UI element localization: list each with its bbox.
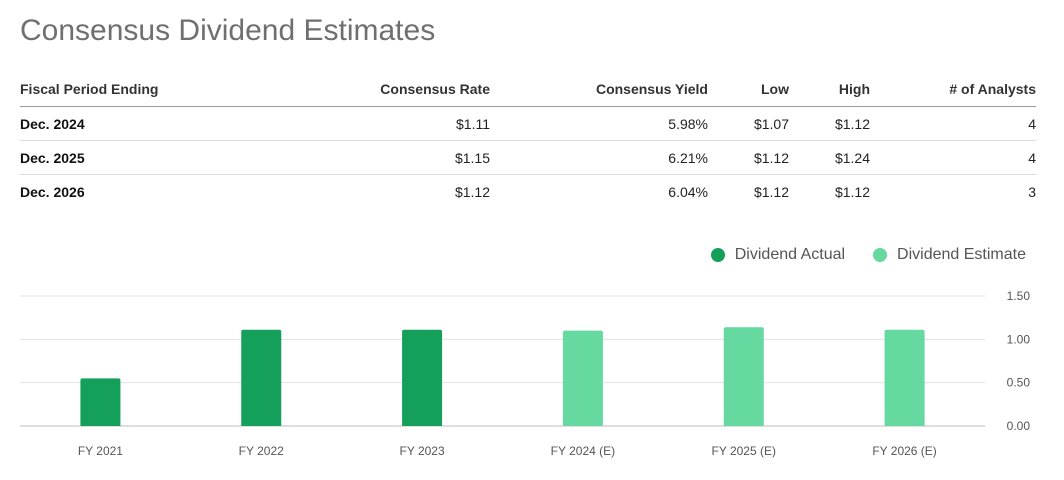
y-tick-label: 1.50 (1007, 289, 1031, 303)
x-tick-label: FY 2021 (78, 444, 123, 458)
x-tick-label: FY 2026 (E) (872, 444, 936, 458)
bar-fy-2024-e (562, 330, 603, 426)
cell-yield: 6.21% (490, 140, 708, 175)
header-consensus-yield[interactable]: Consensus Yield (490, 72, 708, 107)
y-tick-label: 0.50 (1007, 376, 1031, 390)
cell-period: Dec. 2024 (20, 106, 220, 141)
bar-fy-2023 (402, 329, 443, 426)
x-tick-label: FY 2022 (239, 444, 284, 458)
x-tick-label: FY 2025 (E) (712, 444, 776, 458)
cell-high: $1.12 (789, 106, 870, 141)
legend-dot-estimate-icon (873, 248, 888, 262)
cell-period: Dec. 2026 (20, 183, 85, 200)
bar-fy-2022 (241, 329, 282, 426)
table-row: Dec. 2025 $1.15 6.21% $1.12 $1.24 4 (20, 140, 1036, 175)
chart-legend: Dividend Actual Dividend Estimate (683, 246, 1026, 264)
cell-high: $1.24 (789, 140, 870, 175)
cell-yield: 6.04% (668, 183, 708, 200)
header-analysts[interactable]: # of Analysts (870, 72, 1036, 107)
legend-label-estimate: Dividend Estimate (897, 246, 1026, 263)
table-header-row: Fiscal Period Ending Consensus Rate Cons… (20, 72, 1036, 107)
cell-low: $1.07 (708, 106, 789, 141)
cell-analysts: 4 (870, 106, 1036, 141)
table-row: Dec. 2024 $1.11 5.98% $1.07 $1.12 4 (20, 106, 1036, 141)
cell-rate: $1.11 (220, 106, 490, 141)
dividend-estimates-table: Fiscal Period Ending Consensus Rate Cons… (20, 72, 1036, 208)
cell-high: $1.12 (834, 183, 870, 200)
page-title: Consensus Dividend Estimates (20, 14, 436, 47)
cell-yield: 5.98% (490, 106, 708, 141)
header-fiscal-period[interactable]: Fiscal Period Ending (20, 72, 220, 107)
y-tick-label: 0.00 (1007, 419, 1031, 433)
header-high[interactable]: High (789, 72, 870, 107)
x-tick-label: FY 2023 (400, 444, 445, 458)
x-tick-label: FY 2024 (E) (551, 444, 615, 458)
dividend-bar-chart: 0.00 0.50 1.00 1.50 FY 2021 FY 2022 FY 2023 FY … (20, 289, 1031, 458)
cell-rate: $1.12 (454, 183, 490, 200)
cell-analysts: 3 (1028, 183, 1036, 200)
table-row: Dec. 2026 $1.12 6.04% $1.12 $1.12 3 (20, 175, 1036, 209)
cell-rate: $1.15 (220, 140, 490, 175)
legend-item-actual[interactable]: Dividend Actual (710, 246, 846, 264)
cell-period: Dec. 2025 (20, 140, 220, 175)
header-consensus-rate[interactable]: Consensus Rate (220, 72, 490, 107)
legend-label-actual: Dividend Actual (734, 246, 846, 263)
cell-low: $1.12 (708, 140, 789, 175)
cell-analysts: 4 (870, 140, 1036, 175)
bar-fy-2021 (80, 378, 121, 426)
legend-item-estimate[interactable]: Dividend Estimate (873, 246, 1026, 264)
bar-fy-2026-e (884, 329, 925, 426)
legend-dot-actual-icon (710, 248, 725, 262)
cell-low: $1.12 (753, 183, 789, 200)
header-low[interactable]: Low (708, 72, 789, 107)
y-tick-label: 1.00 (1007, 332, 1031, 346)
bar-fy-2025-e (723, 327, 764, 426)
